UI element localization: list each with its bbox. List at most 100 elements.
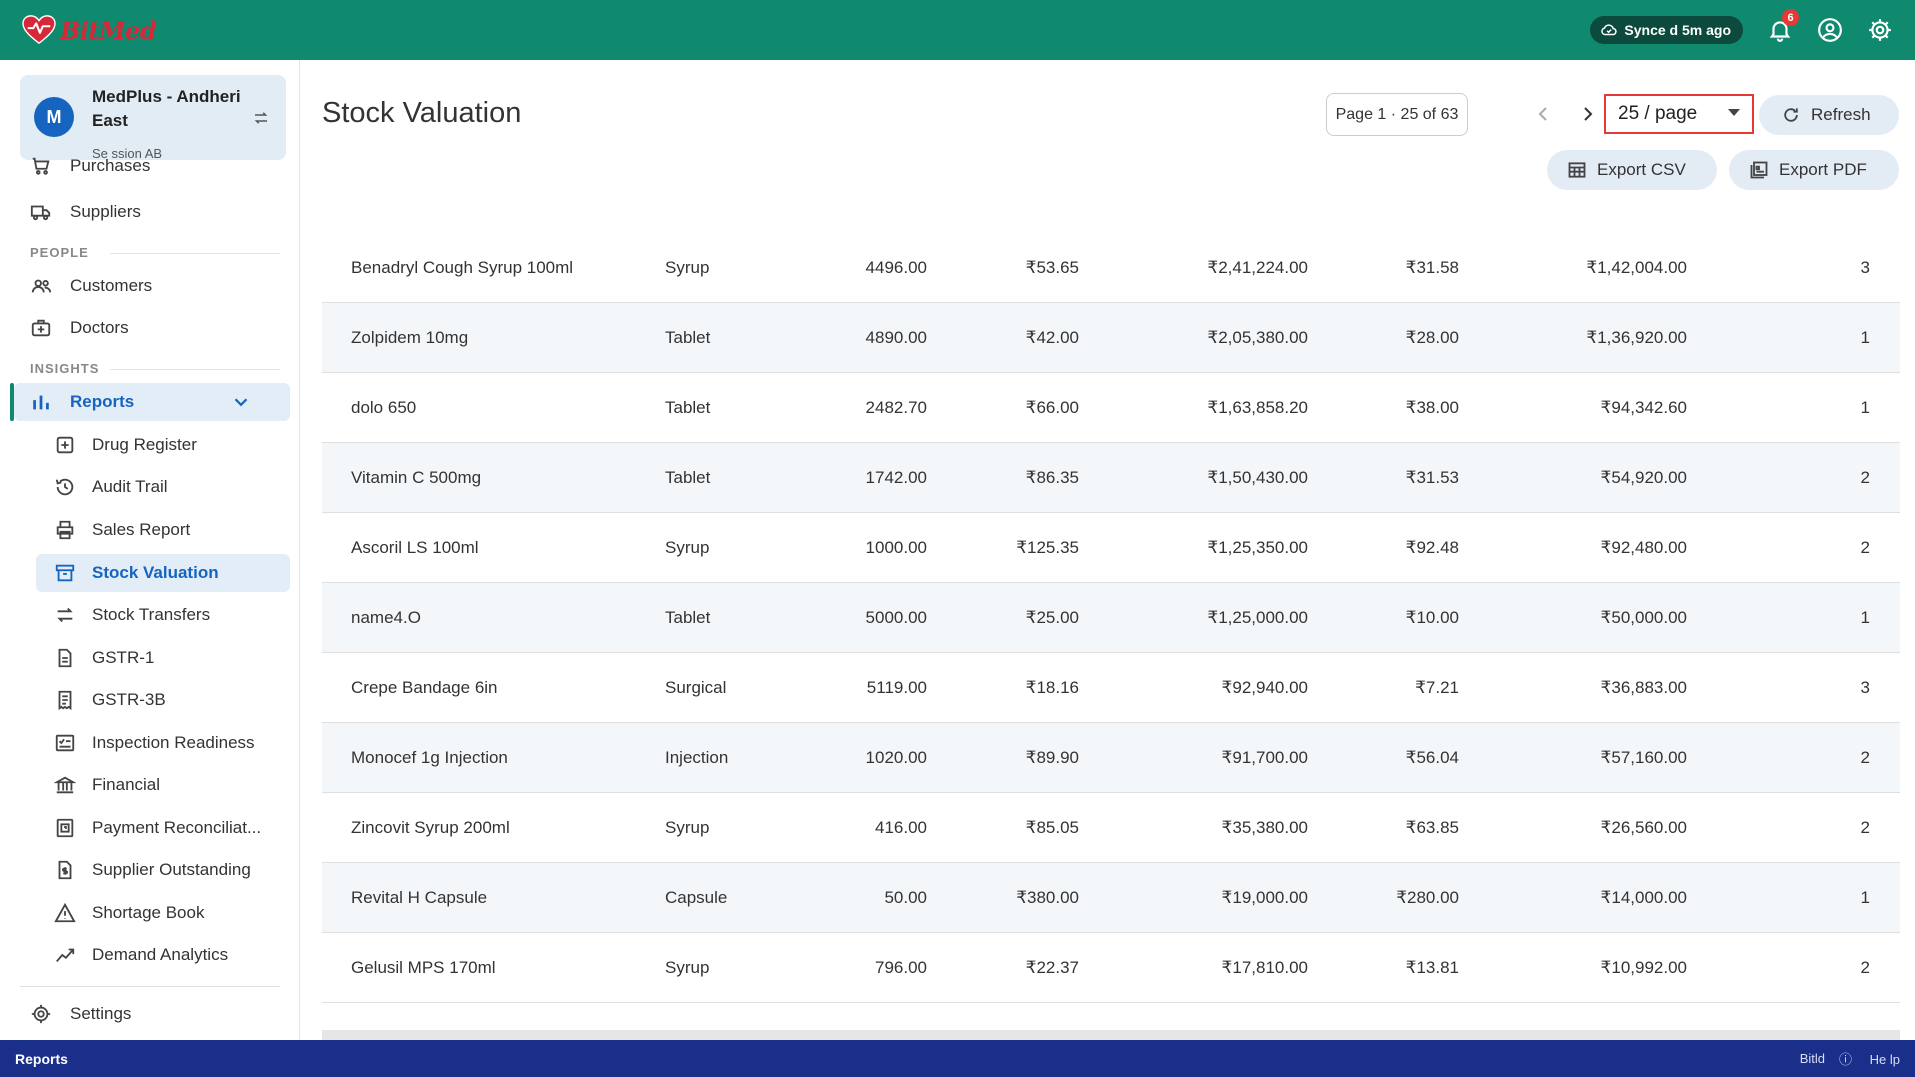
sidebar-item-settings[interactable]: Settings [14,995,290,1033]
table-row[interactable]: Gelusil MPS 170ml Syrup 796.00 ₹22.37 ₹17,81… [322,933,1900,1003]
notifications-button[interactable]: 6 [1765,9,1799,45]
sidebar-item-label: Shortage Book [92,903,205,922]
cell-mrp-value: ₹2,05,380.00 [1207,328,1308,347]
cell-cost-value: ₹36,883.00 [1600,678,1687,697]
sidebar-item-gstr-3b[interactable]: GSTR-3B [36,681,290,719]
cell-item-type: Tablet [665,468,711,487]
sync-status[interactable]: Synce d 5m ago [1590,16,1743,44]
section-label-insights: INSIGHTS [30,361,100,376]
main-content: Stock Valuation Page 1 · 25 of 63 25 / p… [300,60,1915,1077]
pagination-info: Page 1 · 25 of 63 [1326,93,1468,136]
app-logo[interactable]: BitMed [20,14,157,46]
cell-cost: ₹7.21 [1415,678,1459,697]
archive-icon [55,564,75,582]
table-row[interactable]: Zolpidem 10mg Tablet 4890.00 ₹42.00 ₹2,05,38… [322,303,1900,373]
swap-icon[interactable] [252,109,270,127]
export-pdf-label: Export PDF [1779,160,1867,179]
table-row[interactable]: Revital H Capsule Capsule 50.00 ₹380.00 ₹19,… [322,863,1900,933]
refresh-button[interactable]: Refresh [1759,95,1899,135]
table-row[interactable]: Zincovit Syrup 200ml Syrup 416.00 ₹85.05 ₹35… [322,793,1900,863]
sidebar-item-shortage-book[interactable]: Shortage Book [36,894,290,932]
sidebar-item-stock-transfers[interactable]: Stock Transfers [36,596,290,634]
table-row[interactable]: Vitamin C 500mg Tablet 1742.00 ₹86.35 ₹1,50,… [322,443,1900,513]
cell-mrp: ₹85.05 [1025,818,1079,837]
sidebar-item-label: Payment Reconciliat... [92,818,262,837]
sidebar-item-label: Stock Transfers [92,605,211,624]
cell-mrp: ₹125.35 [1016,538,1079,557]
cell-batches: 1 [1860,608,1870,627]
cell-cost-value: ₹94,342.60 [1600,398,1687,417]
cell-batches: 2 [1860,468,1870,487]
cell-mrp: ₹380.00 [1016,888,1079,907]
sidebar-item-label: GSTR-3B [92,690,166,709]
refresh-label: Refresh [1811,105,1871,124]
sidebar-item-purchases[interactable]: Purchases [14,152,290,180]
per-page-select[interactable]: 25 / page [1604,94,1754,134]
status-section: Reports [15,1050,68,1067]
trend-icon [56,948,75,963]
cell-cost: ₹63.85 [1405,818,1459,837]
export-pdf-button[interactable]: Export PDF [1729,150,1899,190]
refresh-icon [1784,108,1798,122]
app-name: BitMed [60,15,157,45]
sidebar-item-doctors[interactable]: Doctors [14,309,290,347]
table-row[interactable]: Crepe Bandage 6in Surgical 5119.00 ₹18.16 ₹9… [322,653,1900,723]
document-icon [58,648,72,668]
cell-mrp: ₹42.00 [1025,328,1079,347]
cell-cost-value: ₹1,36,920.00 [1586,328,1687,347]
cell-mrp-value: ₹35,380.00 [1221,818,1308,837]
sidebar-item-drug-register[interactable]: Drug Register [36,426,290,464]
cell-batches: 2 [1860,958,1870,977]
cell-qty: 1020.00 [865,748,927,767]
cell-item-type: Syrup [665,958,710,977]
sidebar-item-payment-reconciliation[interactable]: Payment Reconciliat... [36,809,290,847]
sidebar-item-label: Audit Trail [92,477,168,496]
cell-item-name: Gelusil MPS 170ml [351,958,496,977]
account-button[interactable] [1815,15,1845,45]
table-row[interactable]: dolo 650 Tablet 2482.70 ₹66.00 ₹1,63,858.20 ₹… [322,373,1900,443]
export-csv-label: Export CSV [1597,160,1686,179]
pagination-text: Page 1 · 25 of 63 [1335,105,1459,123]
sidebar-item-reports[interactable]: Reports [14,383,290,421]
cell-item-name: Vitamin C 500mg [351,468,482,487]
help-link[interactable]: ⓘ He lp [1839,1052,1900,1067]
table-row[interactable]: Benadryl Cough Syrup 100ml Syrup 4496.00 ₹5… [322,233,1900,303]
users-icon [31,279,52,293]
table-row[interactable]: Ascoril LS 100ml Syrup 1000.00 ₹125.35 ₹1,25… [322,513,1900,583]
sidebar-item-suppliers[interactable]: Suppliers [14,193,290,231]
settings-button[interactable] [1865,15,1895,45]
cell-item-name: Ascoril LS 100ml [351,538,479,557]
sidebar-item-customers[interactable]: Customers [14,267,290,305]
cell-item-type: Syrup [665,818,710,837]
sidebar-item-audit-trail[interactable]: Audit Trail [36,468,290,506]
cell-item-name: Monocef 1g Injection [351,748,508,767]
cell-mrp-value: ₹1,25,000.00 [1207,608,1308,627]
cell-mrp: ₹66.00 [1025,398,1079,417]
cell-mrp-value: ₹1,50,430.00 [1207,468,1308,487]
next-page-icon[interactable] [1576,102,1600,126]
table-row[interactable]: Monocef 1g Injection Injection 1020.00 ₹89.… [322,723,1900,793]
cell-qty: 2482.70 [865,398,927,417]
sidebar-item-supplier-outstanding[interactable]: Supplier Outstanding [36,851,290,889]
store-switcher[interactable]: M MedPlus - Andheri East Se ssion AB [20,75,286,161]
page-title: Stock Valuation [322,97,522,129]
sidebar-item-stock-valuation[interactable]: Stock Valuation [36,554,290,592]
sidebar-item-sales-report[interactable]: Sales Report [36,511,290,549]
cell-item-type: Syrup [665,258,710,277]
medical-bag-icon [31,319,51,337]
sidebar-item-demand-analytics[interactable]: Demand Analytics [36,936,290,974]
sidebar-item-inspection-readiness[interactable]: Inspection Readiness [36,724,290,762]
cell-batches: 1 [1860,328,1870,347]
plus-box-icon [56,436,74,454]
sidebar-item-gstr-1[interactable]: GSTR-1 [36,639,290,677]
cell-item-name: dolo 650 [351,398,417,417]
sidebar-item-label: Sales Report [92,520,191,539]
export-csv-button[interactable]: Export CSV [1547,150,1717,190]
table-row[interactable]: name4.O Tablet 5000.00 ₹25.00 ₹1,25,000.00 ₹1… [322,583,1900,653]
sidebar-item-label: Doctors [70,318,129,337]
caret-down-icon [1728,109,1740,116]
sidebar-item-financial[interactable]: Financial [36,766,290,804]
sidebar-item-label: Drug Register [92,435,197,454]
prev-page-icon[interactable] [1531,102,1555,126]
cell-cost: ₹28.00 [1405,328,1459,347]
